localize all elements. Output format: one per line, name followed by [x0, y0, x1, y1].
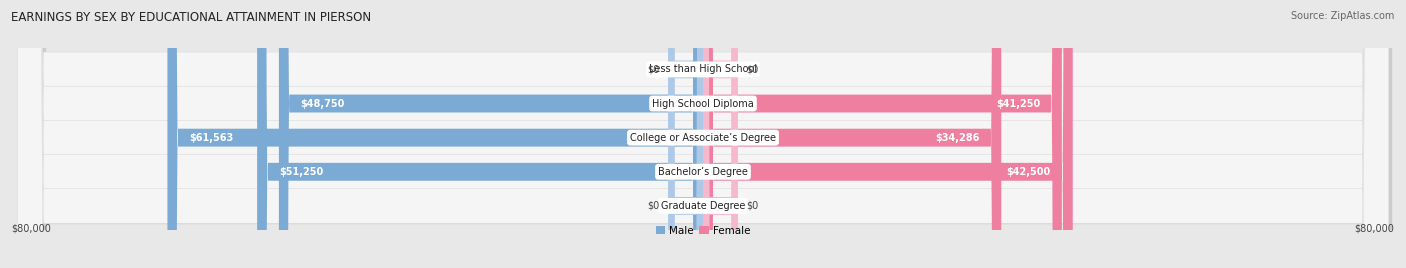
- FancyBboxPatch shape: [278, 0, 703, 268]
- Text: $0: $0: [747, 64, 759, 75]
- Text: $51,250: $51,250: [278, 167, 323, 177]
- Text: College or Associate’s Degree: College or Associate’s Degree: [630, 133, 776, 143]
- FancyBboxPatch shape: [703, 0, 1062, 268]
- FancyBboxPatch shape: [21, 0, 1392, 268]
- Text: Source: ZipAtlas.com: Source: ZipAtlas.com: [1291, 11, 1395, 21]
- Text: $80,000: $80,000: [11, 223, 51, 233]
- FancyBboxPatch shape: [668, 0, 703, 268]
- FancyBboxPatch shape: [17, 0, 1389, 268]
- FancyBboxPatch shape: [21, 0, 1392, 268]
- FancyBboxPatch shape: [21, 0, 1392, 268]
- FancyBboxPatch shape: [668, 0, 703, 268]
- FancyBboxPatch shape: [703, 0, 738, 268]
- FancyBboxPatch shape: [703, 0, 1073, 268]
- FancyBboxPatch shape: [167, 0, 703, 268]
- FancyBboxPatch shape: [17, 0, 1389, 268]
- Text: Bachelor’s Degree: Bachelor’s Degree: [658, 167, 748, 177]
- Text: $0: $0: [747, 201, 759, 211]
- Text: $48,750: $48,750: [301, 99, 344, 109]
- Text: $34,286: $34,286: [935, 133, 980, 143]
- FancyBboxPatch shape: [17, 0, 1389, 268]
- Text: $42,500: $42,500: [1007, 167, 1052, 177]
- Text: High School Diploma: High School Diploma: [652, 99, 754, 109]
- FancyBboxPatch shape: [21, 0, 1392, 268]
- Text: $41,250: $41,250: [995, 99, 1040, 109]
- Text: $61,563: $61,563: [190, 133, 233, 143]
- FancyBboxPatch shape: [17, 0, 1389, 268]
- Text: Less than High School: Less than High School: [650, 64, 756, 75]
- Text: Graduate Degree: Graduate Degree: [661, 201, 745, 211]
- Text: $0: $0: [647, 201, 659, 211]
- FancyBboxPatch shape: [703, 0, 1001, 268]
- Text: $80,000: $80,000: [1355, 223, 1395, 233]
- FancyBboxPatch shape: [703, 0, 738, 268]
- FancyBboxPatch shape: [257, 0, 703, 268]
- Legend: Male, Female: Male, Female: [651, 222, 755, 240]
- FancyBboxPatch shape: [17, 0, 1389, 268]
- Text: EARNINGS BY SEX BY EDUCATIONAL ATTAINMENT IN PIERSON: EARNINGS BY SEX BY EDUCATIONAL ATTAINMEN…: [11, 11, 371, 24]
- FancyBboxPatch shape: [21, 0, 1392, 268]
- Text: $0: $0: [647, 64, 659, 75]
